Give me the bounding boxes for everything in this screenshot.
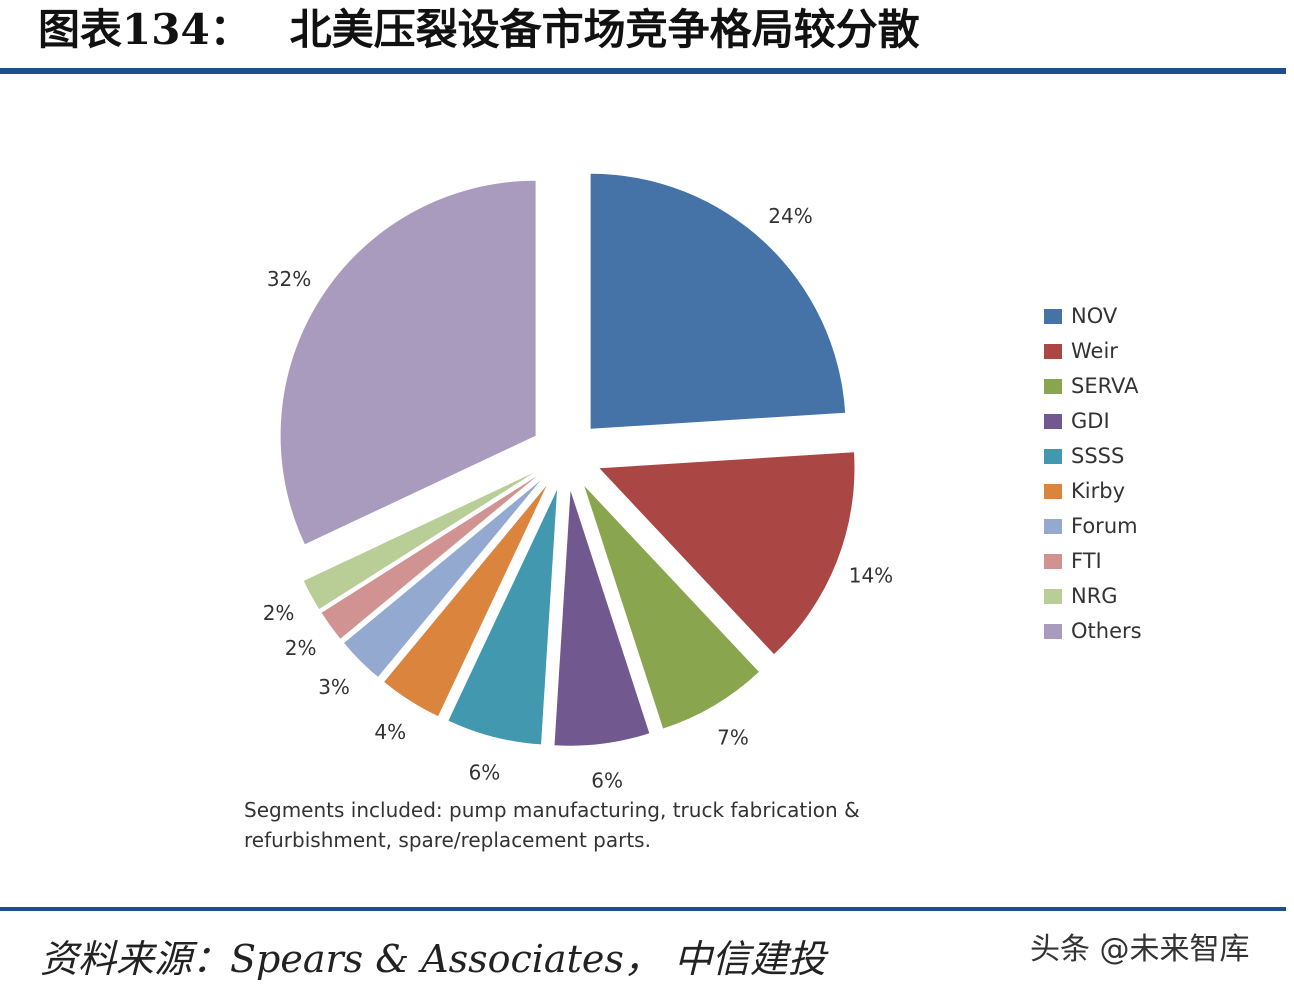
note-line-1: Segments included: pump manufacturing, t… [244,798,860,822]
legend-swatch [1044,519,1062,534]
footer-divider [0,907,1286,911]
legend-item-fti: FTI [1044,545,1142,580]
legend-label: SSSS [1071,444,1125,468]
pie-slice-forum [344,480,541,677]
slice-label-forum: 3% [318,675,350,699]
note-line-2: refurbishment, spare/replacement parts. [244,828,651,852]
pie-slice-weir [599,452,855,655]
legend-label: FTI [1071,549,1102,573]
legend-label: GDI [1071,409,1110,433]
legend-label: Kirby [1071,479,1125,503]
slice-label-weir: 14% [849,564,893,588]
legend-label: Others [1071,619,1142,643]
legend-item-ssss: SSSS [1044,440,1142,475]
legend-item-nov: NOV [1044,300,1142,335]
pie-slice-serva [584,485,759,729]
slice-label-others: 32% [267,267,311,291]
slice-label-fti: 2% [285,636,317,660]
legend-swatch [1044,379,1062,394]
legend-swatch [1044,449,1062,464]
legend-label: NOV [1071,304,1118,328]
legend-label: Weir [1071,339,1118,363]
pie-slice-gdi [554,490,650,746]
legend-label: SERVA [1071,374,1139,398]
legend-item-nrg: NRG [1044,580,1142,615]
legend-item-kirby: Kirby [1044,475,1142,510]
legend-swatch [1044,414,1062,429]
slice-label-serva: 7% [717,725,749,749]
source-text: 资料来源：Spears & Associates， 中信建投 [40,937,826,981]
legend-swatch [1044,554,1062,569]
pie-slice-nrg [303,472,535,609]
slice-label-kirby: 4% [374,720,406,744]
pie-slice-others [280,180,536,545]
pie-slice-ssss [448,489,558,745]
header-divider [0,68,1286,74]
legend-swatch [1044,484,1062,499]
legend-item-others: Others [1044,615,1142,650]
figure-title: 图表134： 北美压裂设备市场竞争格局较分散 [38,2,920,62]
chart-legend: NOV Weir SERVA GDI SSSS Kirby Forum FTI NRG Other… [1044,300,1142,650]
legend-label: NRG [1071,584,1118,608]
legend-item-weir: Weir [1044,335,1142,370]
legend-item-serva: SERVA [1044,370,1142,405]
chart-note: Segments included: pump manufacturing, t… [244,795,1124,855]
legend-swatch [1044,589,1062,604]
legend-item-forum: Forum [1044,510,1142,545]
figure-title-text: 北美压裂设备市场竞争格局较分散 [289,5,920,54]
pie-slice-kirby [384,485,547,717]
legend-swatch [1044,344,1062,359]
pie-slice-fti [321,476,537,639]
slice-label-gdi: 6% [591,768,623,792]
legend-item-gdi: GDI [1044,405,1142,440]
watermark-text: 头条 @未来智库 [1030,932,1250,967]
legend-swatch [1044,624,1062,639]
figure-number: 图表134： [38,5,252,54]
slice-label-nov: 24% [768,204,812,228]
legend-swatch [1044,309,1062,324]
slice-label-nrg: 2% [263,601,295,625]
pie-slice-nov [590,173,846,429]
legend-label: Forum [1071,514,1138,538]
slice-label-ssss: 6% [469,761,501,785]
